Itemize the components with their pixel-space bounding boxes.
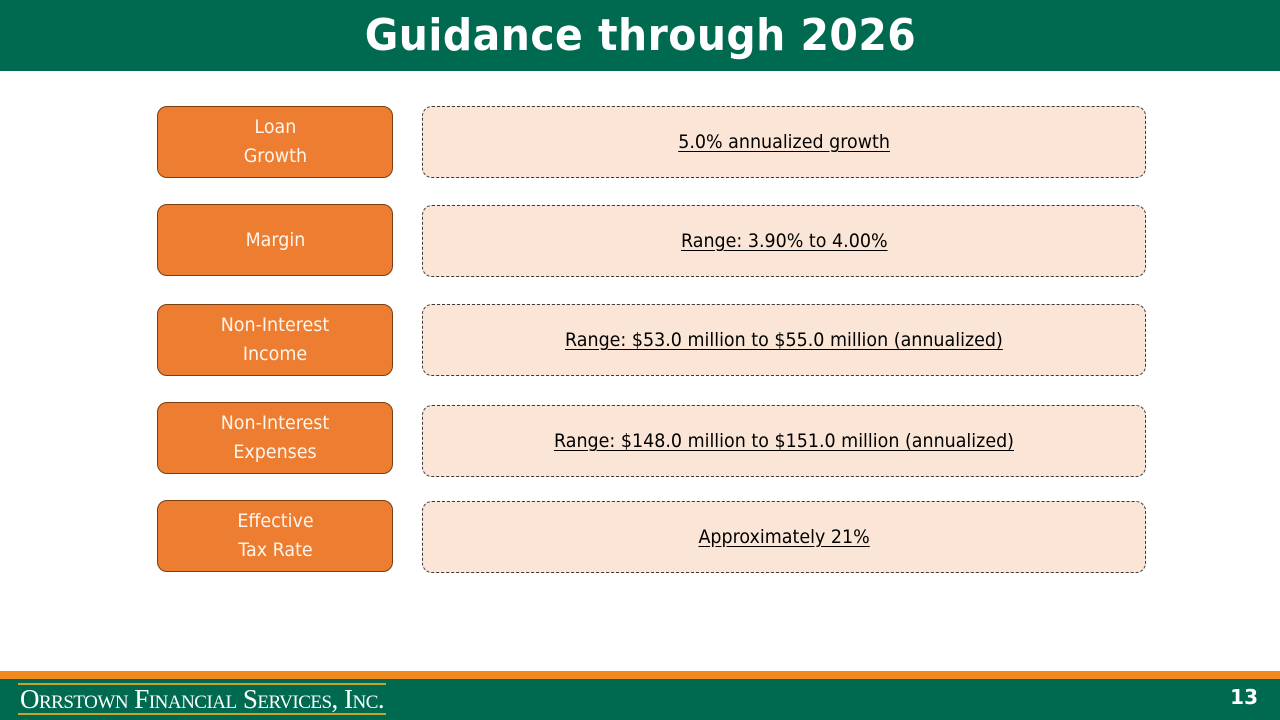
guidance-value: 5.0% annualized growth [422, 106, 1146, 178]
page-title: Guidance through 2026 [364, 10, 916, 61]
category-label: Non-Interest Income [157, 304, 393, 376]
footer-stripe [0, 671, 1280, 679]
category-label: Margin [157, 204, 393, 276]
guidance-value: Range: $148.0 million to $151.0 million … [422, 405, 1146, 477]
guidance-value: Range: 3.90% to 4.00% [422, 205, 1146, 277]
company-logo: Orrstown Financial Services, Inc. [18, 683, 387, 715]
category-label: Non-Interest Expenses [157, 402, 393, 474]
title-bar: Guidance through 2026 [0, 0, 1280, 71]
category-label: Loan Growth [157, 106, 393, 178]
guidance-value: Range: $53.0 million to $55.0 million (a… [422, 304, 1146, 376]
guidance-row-loan-growth: Loan Growth 5.0% annualized growth [157, 106, 1146, 178]
footer-bar: Orrstown Financial Services, Inc. 13 [0, 679, 1280, 720]
guidance-row-non-interest-expenses: Non-Interest Expenses Range: $148.0 mill… [157, 402, 1146, 477]
guidance-row-margin: Margin Range: 3.90% to 4.00% [157, 204, 1146, 277]
guidance-row-effective-tax-rate: Effective Tax Rate Approximately 21% [157, 500, 1146, 573]
guidance-value: Approximately 21% [422, 501, 1146, 573]
page-number: 13 [1230, 685, 1258, 709]
category-label: Effective Tax Rate [157, 500, 393, 572]
guidance-row-non-interest-income: Non-Interest Income Range: $53.0 million… [157, 304, 1146, 376]
